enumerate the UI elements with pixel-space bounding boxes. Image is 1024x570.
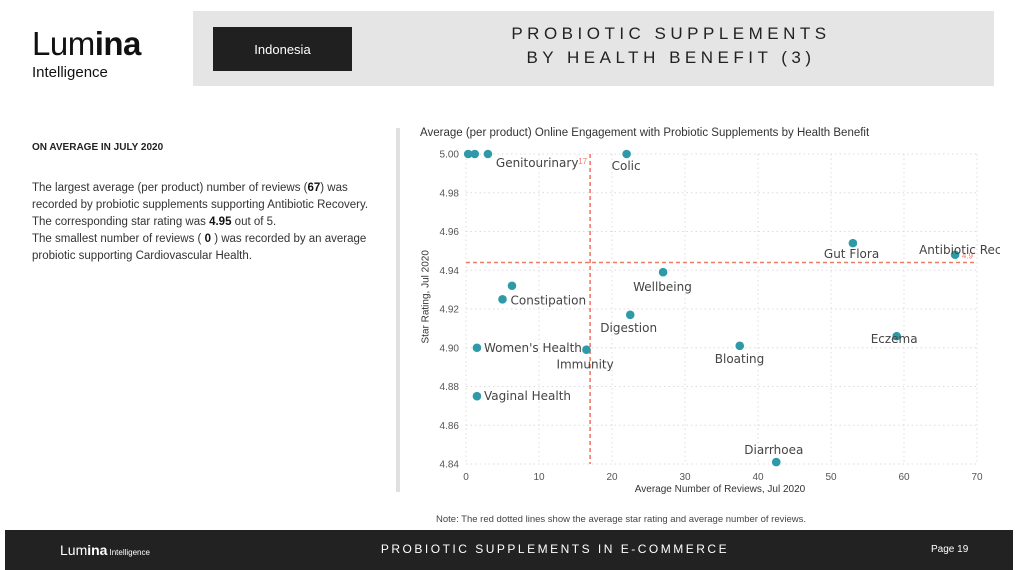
data-label: Women's Health — [484, 341, 582, 355]
x-tick-label: 70 — [971, 472, 983, 483]
min-reviews-benefit: Cardiovascular Health — [135, 250, 249, 262]
data-label: Eczema — [871, 332, 918, 346]
logo-bold-text: ina — [94, 25, 142, 62]
data-point — [498, 295, 507, 304]
scatter-chart: 4.84 4.86 4.88 4.90 4.92 4.94 4.96 4.98 5.00 0 10 2… — [440, 149, 1000, 484]
data-point — [472, 391, 482, 401]
footer-logo-bold: ina — [87, 542, 108, 558]
data-point — [658, 267, 668, 277]
max-reviews-benefit: Antibiotic Recovery. — [267, 199, 369, 211]
x-tick-label: 20 — [606, 472, 618, 483]
y-tick-label: 5.00 — [440, 150, 460, 161]
y-tick-label: 4.88 — [440, 382, 460, 393]
data-point — [472, 343, 482, 353]
data-point — [582, 345, 591, 354]
data-label: Wellbeing — [633, 280, 692, 294]
x-axis-label: Average Number of Reviews, Jul 2020 — [634, 484, 806, 495]
data-label: Colic — [612, 159, 641, 173]
x-tick-label: 10 — [533, 472, 545, 483]
page-title-line1: PROBIOTIC SUPPLEMENTS — [511, 24, 831, 43]
min-reviews-value: 0 — [204, 233, 211, 245]
data-point — [463, 149, 473, 159]
summary-text: The largest average (per product) number… — [32, 180, 382, 265]
data-point — [622, 149, 631, 159]
data-point — [625, 310, 635, 320]
data-label: Genitourinary — [496, 156, 579, 170]
footer-bar: Lumina Intelligence PROBIOTIC SUPPLEMENTS… — [5, 530, 1013, 570]
data-point — [470, 149, 480, 159]
footer-logo-sub: Intelligence — [109, 548, 150, 557]
summary-text-span: ) was recorded by an average probiotic s… — [32, 233, 367, 262]
logo-wordmark: Lumina — [32, 26, 141, 62]
y-tick-label: 4.90 — [440, 343, 460, 354]
x-tick-label: 60 — [898, 472, 910, 483]
data-label: Vaginal Health — [484, 389, 571, 403]
data-point — [950, 250, 960, 260]
data-point — [892, 331, 901, 341]
summary-text-span: . — [248, 250, 252, 262]
y-tick-label: 4.84 — [440, 460, 460, 471]
data-label: Constipation — [511, 293, 587, 307]
summary-text-span: The smallest number of reviews ( — [32, 233, 202, 245]
page-title: PROBIOTIC SUPPLEMENTS BY HEALTH BENEFIT … — [430, 22, 912, 70]
max-reviews-rating: 4.95 — [209, 216, 232, 228]
data-label: Bloating — [715, 352, 765, 366]
x-tick-label: 0 — [463, 472, 469, 483]
data-point — [771, 457, 781, 467]
page-number: Page 19 — [931, 544, 969, 555]
y-tick-label: 4.94 — [440, 266, 460, 277]
data-point — [735, 341, 745, 351]
footer-logo-light: Lum — [60, 542, 88, 558]
data-label: Immunity — [556, 358, 613, 372]
y-tick-label: 4.92 — [440, 305, 460, 316]
summary-paragraph-2: The smallest number of reviews ( 0 ) was… — [32, 231, 382, 265]
country-badge: Indonesia — [213, 27, 352, 71]
data-label: Diarrhoea — [744, 443, 803, 457]
chart-title: Average (per product) Online Engagement … — [420, 127, 870, 139]
y-tick-label: 4.96 — [440, 227, 460, 238]
data-point — [848, 238, 858, 248]
logo-light-text: Lum — [32, 25, 95, 62]
data-point — [483, 149, 493, 159]
x-tick-label: 40 — [752, 472, 764, 483]
data-label: Gut Flora — [824, 247, 879, 261]
data-label: Antibiotic Recovery — [919, 243, 1000, 257]
summary-paragraph-1: The largest average (per product) number… — [32, 180, 382, 231]
data-point — [507, 281, 517, 291]
avg-rating-label: 4.9 — [962, 252, 974, 261]
footer-logo: Lumina Intelligence — [60, 542, 150, 558]
chart-note: Note: The red dotted lines show the aver… — [436, 514, 807, 525]
data-label: Digestion — [600, 321, 657, 335]
y-tick-label: 4.86 — [440, 421, 460, 432]
summary-text-span: The largest average (per product) number… — [32, 182, 308, 194]
section-divider — [396, 128, 400, 492]
summary-text-span: ) was recorded by probiotic supplements … — [32, 182, 348, 211]
max-reviews-value: 67 — [307, 182, 321, 194]
x-tick-label: 50 — [825, 472, 837, 483]
y-tick-label: 4.98 — [440, 188, 460, 199]
logo-subtitle: Intelligence — [32, 64, 108, 81]
summary-text-span: The corresponding star rating was — [32, 216, 206, 228]
avg-reviews-label: 17 — [578, 157, 587, 166]
brand-logo: Lumina Intelligence — [32, 26, 141, 82]
footer-title: PROBIOTIC SUPPLEMENTS IN E-COMMERCE — [380, 542, 730, 556]
summary-text-span: out of 5. — [234, 216, 277, 228]
summary-heading: ON AVERAGE IN JULY 2020 — [32, 142, 164, 153]
x-tick-label: 30 — [679, 472, 691, 483]
page-title-line2: BY HEALTH BENEFIT (3) — [526, 48, 816, 67]
